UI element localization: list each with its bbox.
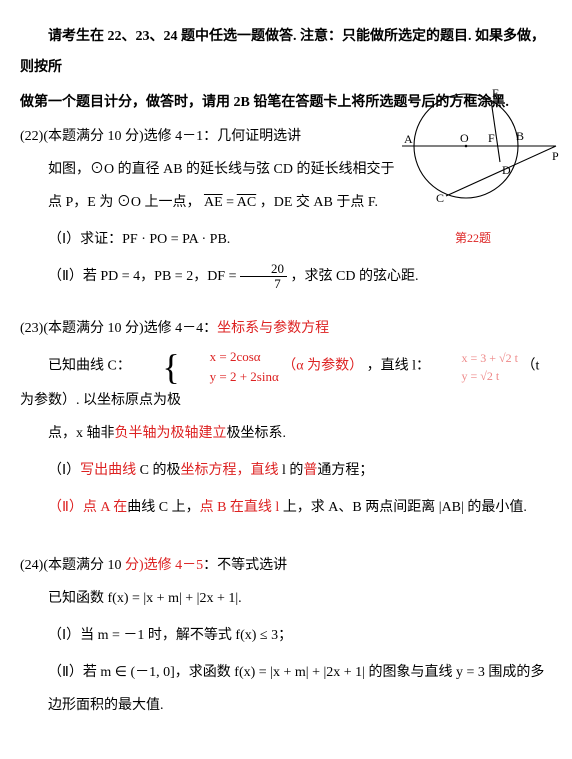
arc-ac: AC xyxy=(237,195,256,210)
label-a: A xyxy=(404,132,413,146)
q24-part2b: 边形面积的最大值. xyxy=(20,691,552,722)
q23-p1a: （Ⅰ） xyxy=(48,463,80,478)
eq-x: x = 2cosα xyxy=(182,347,279,367)
q23-line1: 已知曲线 C： { x = 2cosα y = 2 + 2sinα （α 为参数… xyxy=(20,347,552,417)
question-24: (24)(本题满分 10 分)选修 4－5：不等式选讲 已知函数 f(x) = … xyxy=(20,551,552,721)
q24-title-a: (24)(本题满分 10 xyxy=(20,558,125,573)
label-f: F xyxy=(488,131,495,145)
q22-part2: （Ⅱ）若 PD = 4，PB = 2，DF = 20 7 ，求弦 CD 的弦心距… xyxy=(20,262,552,293)
label-b: B xyxy=(516,129,524,143)
q23-p1-m2: l 的 xyxy=(278,463,303,478)
circle-diagram: E A O F B P D C xyxy=(384,88,562,208)
q23-title: (23)(本题满分 10 分)选修 4－4：坐标系与参数方程 xyxy=(20,314,552,345)
q24-title: (24)(本题满分 10 分)选修 4－5：不等式选讲 xyxy=(20,551,552,582)
frac-num: 20 xyxy=(240,262,287,277)
question-23: (23)(本题满分 10 分)选修 4－4：坐标系与参数方程 已知曲线 C： {… xyxy=(20,314,552,523)
eq-y: y = 2 + 2sinα xyxy=(182,367,279,387)
q23-p2-r1: 点 A 在 xyxy=(83,500,127,515)
q23-line2b: 极坐标系. xyxy=(227,426,287,441)
q23-p2-m1: 曲线 C 上， xyxy=(127,500,199,515)
q22-figure: E A O F B P D C 第22题 xyxy=(384,88,562,251)
q22-p2b: ，求弦 CD 的弦心距. xyxy=(291,269,419,284)
q23-line1b: ，直线 l： xyxy=(367,359,430,374)
q22-line2b: ，DE 交 AB 于点 F. xyxy=(260,195,378,210)
header-line1: 请考生在 22、23、24 题中任选一题做答. 注意：只能做所选定的题目. 如果… xyxy=(20,22,552,84)
q23-line2a: 点，x 轴非 xyxy=(48,426,115,441)
q24-title-b: ：不等式选讲 xyxy=(203,558,287,573)
q23-p1-m1: C 的极 xyxy=(136,463,180,478)
q23-p1-r2: 坐标方程，直线 xyxy=(180,463,278,478)
q23-line1a: 已知曲线 C： xyxy=(48,359,131,374)
fraction-20-7: 20 7 xyxy=(240,262,287,292)
q23-p2a: （Ⅱ） xyxy=(48,500,83,515)
q23-line2: 点，x 轴非负半轴为极轴建立极坐标系. xyxy=(20,419,552,450)
q23-title-a: (23)(本题满分 10 分)选修 4－4： xyxy=(20,321,217,336)
label-p: P xyxy=(552,149,559,163)
q23-p2-m2: 上，求 A、B 两点间距离 |AB| 的最小值. xyxy=(279,500,527,515)
q24-part2a: （Ⅱ）若 m ∈ (－1, 0]，求函数 f(x) = |x + m| + |2… xyxy=(20,658,552,689)
alpha-param: （α 为参数） xyxy=(282,359,363,374)
q23-part2: （Ⅱ）点 A 在曲线 C 上，点 B 在直线 l 上，求 A、B 两点间距离 |… xyxy=(20,493,552,524)
figure-caption: 第22题 xyxy=(384,225,562,251)
q23-p1-r1: 写出曲线 xyxy=(80,463,136,478)
curve-c-eq: { x = 2cosα y = 2 + 2sinα xyxy=(134,347,278,386)
label-c: C xyxy=(436,191,444,205)
q23-p1-r3: 普 xyxy=(303,463,317,478)
arc-ae: AE xyxy=(204,195,223,210)
q23-line2-red: 负半轴为极轴建立 xyxy=(115,426,227,441)
center-dot xyxy=(465,145,468,148)
brace-icon: { xyxy=(134,349,179,385)
l-eq-y: y = √2 t xyxy=(434,367,518,385)
label-d: D xyxy=(502,163,511,177)
q23-title-red: 坐标系与参数方程 xyxy=(217,321,329,336)
line-pc xyxy=(446,146,556,196)
label-o: O xyxy=(460,131,469,145)
q24-part1: （Ⅰ）当 m = －1 时，解不等式 f(x) ≤ 3； xyxy=(20,621,552,652)
arc-mid: = xyxy=(226,195,237,210)
q24-title-red: 分)选修 4－5 xyxy=(125,558,203,573)
q22-p2a: （Ⅱ）若 PD = 4，PB = 2，DF = xyxy=(48,269,240,284)
q23-p2-r2: 点 B 在直线 l xyxy=(200,500,280,515)
q22-line2a: 点 P，E 为 ⊙O 上一点， xyxy=(48,195,200,210)
q24-line1: 已知函数 f(x) = |x + m| + |2x + 1|. xyxy=(20,584,552,615)
frac-den: 7 xyxy=(240,277,287,291)
q22-line1a: 如图，⊙O 的直径 AB 的延长线与弦 CD 的延长线相交于 xyxy=(48,162,395,177)
line-l-eq: x = 3 + √2 t y = √2 t xyxy=(434,349,518,385)
label-e: E xyxy=(492,88,499,100)
q23-p1-m3: 通方程； xyxy=(317,463,373,478)
l-eq-x: x = 3 + √2 t xyxy=(434,349,518,367)
q23-part1: （Ⅰ）写出曲线 C 的极坐标方程，直线 l 的普通方程； xyxy=(20,456,552,487)
